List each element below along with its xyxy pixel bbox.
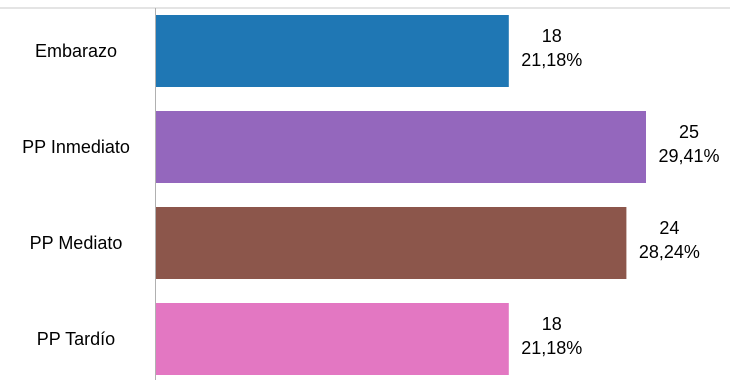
value-label-embarazo: 18 — [542, 26, 562, 46]
percent-label-pp-inmediato: 29,41% — [658, 146, 719, 166]
value-label-pp-tard-o: 18 — [542, 314, 562, 334]
bar-pp-tard-o — [156, 303, 509, 375]
percent-label-pp-mediato: 28,24% — [639, 242, 700, 262]
category-label-pp-tard-o: PP Tardío — [37, 329, 115, 349]
category-label-embarazo: Embarazo — [35, 41, 117, 61]
bars-group — [156, 15, 646, 375]
category-label-pp-mediato: PP Mediato — [30, 233, 123, 253]
value-label-pp-mediato: 24 — [659, 218, 679, 238]
category-labels-group: Embarazo PP Inmediato PP Mediato PP Tardío — [22, 41, 130, 349]
bar-pp-mediato — [156, 207, 627, 279]
category-label-pp-inmediato: PP Inmediato — [22, 137, 130, 157]
bar-pp-inmediato — [156, 111, 646, 183]
bar-embarazo — [156, 15, 509, 87]
percent-label-pp-tard-o: 21,18% — [521, 338, 582, 358]
value-label-pp-inmediato: 25 — [679, 122, 699, 142]
percent-label-embarazo: 21,18% — [521, 50, 582, 70]
data-labels-group: 18 21,18% 25 29,41% 24 28,24% 18 21,18% — [521, 26, 719, 358]
